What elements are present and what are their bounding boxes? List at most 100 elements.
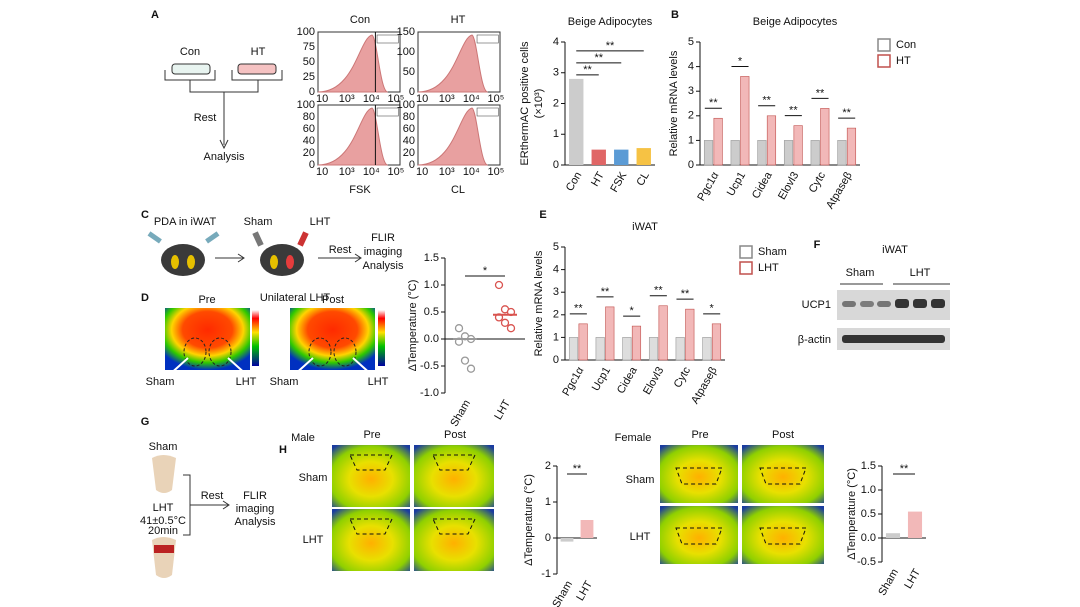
diagram-text: Sham: [149, 441, 178, 453]
diagram-text: 41±0.5°C: [140, 515, 186, 527]
y-axis-label: Relative mRNA levels: [533, 250, 545, 356]
diagram-text: Post: [444, 429, 466, 441]
point: [460, 356, 470, 365]
blot-f: [837, 283, 950, 350]
thermal-d: [165, 308, 385, 377]
y-tick-label: 5: [688, 36, 694, 48]
x-tick-label: Atpaseβ: [824, 170, 855, 211]
y-axis-label: Relative mRNA levels: [668, 50, 680, 156]
bar: [702, 337, 712, 361]
bar: [740, 76, 750, 166]
hist-tick: 10⁴: [463, 93, 480, 105]
band: [913, 299, 927, 308]
thermal-image: [414, 445, 494, 507]
diagram-text: Analysis: [363, 260, 404, 272]
thermal-image: [290, 308, 375, 370]
y-tick-label: -1: [541, 568, 551, 580]
thermal-image: [414, 509, 494, 571]
color-bar: [378, 310, 385, 366]
arrow: [215, 253, 362, 263]
legend-swatch: [877, 38, 891, 52]
y-tick-label: 3: [553, 286, 559, 298]
hist-tick: 10⁵: [388, 166, 405, 178]
histogram: [417, 34, 489, 93]
y-tick-label: 4: [553, 36, 559, 48]
panel-label: C: [141, 209, 149, 221]
diagram-text: FLIR: [371, 232, 395, 244]
diagram-text: LHT: [310, 216, 331, 228]
band: [895, 299, 909, 308]
panel-label: F: [814, 239, 821, 251]
legend-label: Con: [896, 39, 916, 51]
bar: [675, 337, 685, 361]
hist-tick: 10⁵: [388, 93, 405, 105]
thermal-image: [660, 506, 738, 564]
significance: **: [900, 463, 909, 475]
hist-tick: 25: [303, 71, 315, 83]
hist-tick: 50: [403, 66, 415, 78]
bar: [578, 323, 588, 361]
x-tick-label: Cytc: [672, 365, 694, 390]
bar: [713, 117, 723, 166]
panel-label: G: [141, 416, 150, 428]
x-tick-label: Con: [564, 170, 584, 193]
y-tick-label: 1: [553, 331, 559, 343]
y-axis-label: ΔTemperature (°C): [407, 280, 419, 372]
dish: [171, 63, 211, 75]
x-tick-label: FSK: [608, 169, 629, 194]
hist-tick: 0: [409, 86, 415, 98]
y-tick-label: -0.5: [420, 360, 439, 372]
legend-swatch: [739, 245, 753, 259]
roi: [208, 337, 232, 367]
probe: [297, 231, 309, 247]
y-tick-label: 1: [553, 128, 559, 140]
fat-pad: [171, 255, 179, 269]
y-tick-label: 2: [545, 460, 551, 472]
gate-box: [476, 34, 499, 44]
bar: [580, 520, 594, 538]
bar: [569, 78, 584, 165]
panel-label: D: [141, 292, 149, 304]
x-tick-label: LHT: [492, 398, 513, 422]
panel-label: H: [279, 444, 287, 456]
hist-tick: 40: [403, 135, 415, 147]
diagram-text: Sham: [146, 376, 175, 388]
histogram: [317, 107, 389, 166]
roi: [349, 518, 393, 535]
gate-box: [376, 34, 399, 44]
diagram-text: Con: [180, 46, 200, 58]
x-tick-label: Pgc1α: [560, 364, 586, 398]
diagram-text: Post: [322, 294, 344, 306]
hist-tick: 10: [316, 93, 328, 105]
hist-tick: 0: [309, 86, 315, 98]
histogram: [317, 34, 389, 93]
bar: [885, 533, 901, 538]
hist-tick: 10⁵: [488, 166, 505, 178]
hist-tick: 60: [303, 123, 315, 135]
hist-tick: 10⁴: [363, 166, 380, 178]
bar: [622, 337, 632, 361]
bar: [810, 140, 820, 166]
bar: [907, 511, 923, 538]
significance: *: [738, 55, 743, 67]
y-tick-label: 2: [553, 309, 559, 321]
bar: [703, 140, 714, 166]
significance: **: [762, 95, 771, 107]
bar: [658, 305, 668, 361]
diagram-text: imaging: [236, 503, 275, 515]
hist-tick: 75: [303, 41, 315, 53]
y-axis-label: ERthermAC positive cells: [519, 41, 531, 166]
thermal-image: [742, 506, 824, 564]
bar: [631, 325, 642, 361]
significance: **: [842, 107, 851, 119]
gate-box: [376, 107, 399, 117]
y-tick-label: 5: [553, 241, 559, 253]
roi: [183, 337, 207, 367]
diagram-text: Male: [291, 432, 315, 444]
mouse: [260, 244, 304, 276]
bracket: [183, 474, 230, 536]
diagram-text: Pre: [363, 429, 380, 441]
mouse: [161, 244, 205, 276]
band: [842, 335, 945, 343]
x-tick-label: Atpaseβ: [689, 365, 720, 406]
